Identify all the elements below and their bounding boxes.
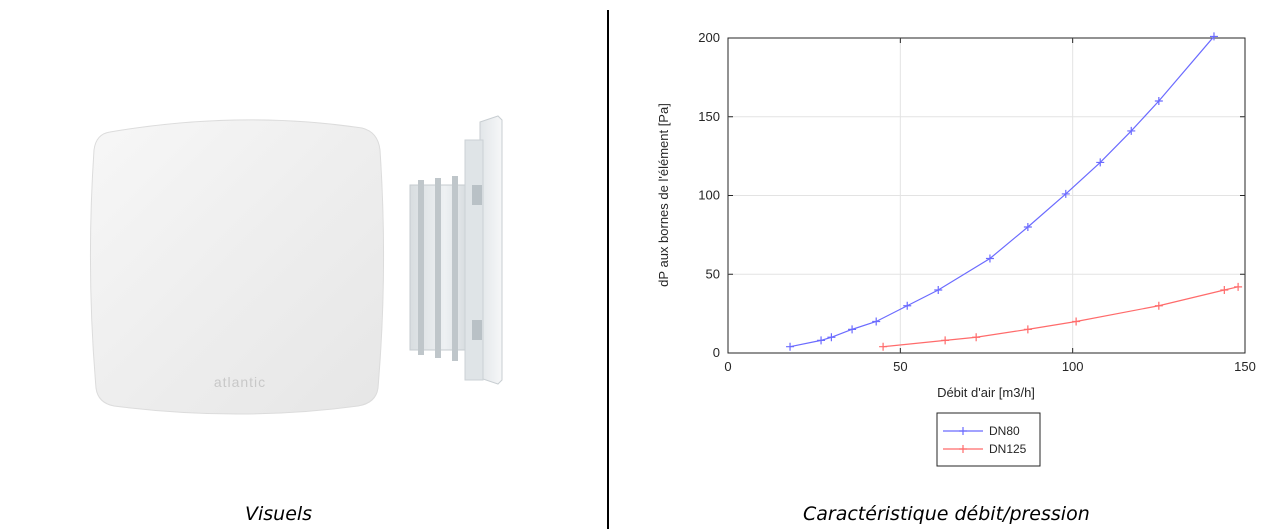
product-image: atlantic	[40, 70, 580, 425]
y-tick-label: 50	[706, 266, 720, 281]
x-axis-label: Débit d'air [m3/h]	[937, 385, 1035, 400]
legend: DN80 DN125	[937, 413, 1040, 466]
product-logo: atlantic	[214, 374, 266, 390]
x-tick-label: 150	[1234, 359, 1256, 374]
y-tick-label: 100	[698, 188, 720, 203]
x-tick-label: 100	[1062, 359, 1084, 374]
left-caption: Visuels	[245, 503, 312, 525]
panel-divider	[607, 10, 609, 529]
y-axis-label: dP aux bornes de l'élément [Pa]	[656, 103, 671, 287]
x-tick-label: 50	[893, 359, 907, 374]
x-tick-label: 0	[724, 359, 731, 374]
legend-label: DN80	[989, 424, 1020, 438]
legend-label: DN125	[989, 442, 1027, 456]
pressure-flow-chart: 0 50 100 150 0 50 100 150 200 Débit d'air [m3/h]…	[640, 10, 1263, 480]
right-caption: Caractéristique débit/pression	[803, 503, 1090, 525]
vent-front-face	[90, 120, 383, 414]
y-tick-label: 0	[713, 345, 720, 360]
legend-box	[937, 413, 1040, 466]
y-tick-label: 200	[698, 30, 720, 45]
y-tick-label: 150	[698, 109, 720, 124]
